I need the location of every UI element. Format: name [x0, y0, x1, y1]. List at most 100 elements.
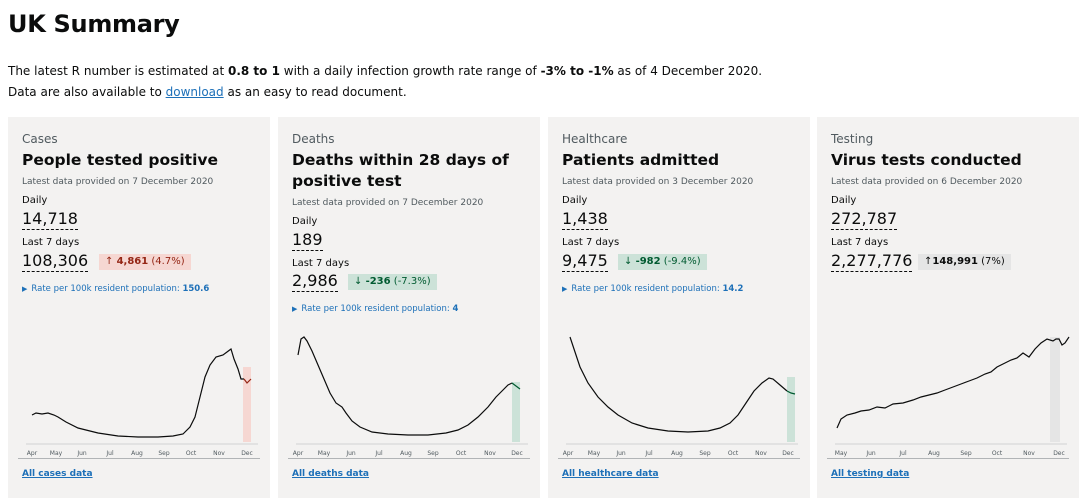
download-note: Data are also available to download as a…: [8, 85, 407, 99]
tick-aug: Aug: [671, 450, 683, 457]
week-label: Last 7 days: [562, 237, 620, 248]
triangle-right-icon: ▶: [292, 305, 298, 313]
card-divider: [558, 458, 800, 459]
tick-nov: Nov: [755, 450, 767, 457]
tick-jul: Jul: [105, 450, 114, 457]
card-category: Testing: [831, 132, 874, 146]
card-divider: [18, 458, 260, 459]
all-testing-data-link[interactable]: All testing data: [831, 469, 910, 479]
card-divider: [288, 458, 530, 459]
tick-jul: Jul: [374, 450, 383, 457]
latest-data-note: Latest data provided on 3 December 2020: [562, 177, 754, 187]
arrow-down-icon: ↓: [624, 256, 633, 267]
arrow-down-icon: ↓: [354, 276, 363, 287]
week-value[interactable]: 2,277,776: [831, 251, 913, 272]
intro-text: The latest R number is estimated at 0.8 …: [8, 61, 762, 103]
daily-label: Daily: [22, 195, 48, 206]
healthcare-latest-line: [786, 390, 796, 395]
change-badge: ↓ -982 (-9.4%): [618, 254, 707, 270]
card-deaths: Deaths Deaths within 28 days of positive…: [278, 117, 540, 498]
tick-nov: Nov: [1023, 450, 1035, 457]
tick-jun: Jun: [865, 450, 876, 457]
tick-jul: Jul: [898, 450, 907, 457]
week-value[interactable]: 9,475: [562, 251, 608, 272]
rate-disclosure[interactable]: ▶ Rate per 100k resident population: 4: [292, 304, 459, 314]
deaths-sparkline-chart: Apr May Jun Jul Aug Sep Oct Nov Dec: [293, 336, 528, 457]
page-title: UK Summary: [8, 10, 180, 38]
daily-label: Daily: [292, 216, 318, 227]
month-ticks: Apr May Jun Jul Aug Sep Oct Nov Dec: [27, 450, 253, 457]
month-ticks: Apr May Jun Jul Aug Sep Oct Nov Dec: [293, 450, 523, 457]
card-category: Healthcare: [562, 132, 628, 146]
card-category: Cases: [22, 132, 58, 146]
arrow-up-icon: ↑: [924, 256, 933, 267]
tick-may: May: [588, 450, 601, 457]
tick-may: May: [50, 450, 63, 457]
tick-aug: Aug: [928, 450, 940, 457]
card-title: People tested positive: [22, 151, 219, 169]
tick-dec: Dec: [782, 450, 794, 457]
tick-sep: Sep: [699, 450, 711, 457]
testing-sparkline-chart: May Jun Jul Aug Sep Oct Nov Dec: [835, 336, 1070, 457]
all-deaths-data-link[interactable]: All deaths data: [292, 469, 369, 479]
tick-may: May: [835, 450, 848, 457]
rate-disclosure[interactable]: ▶ Rate per 100k resident population: 14.2: [562, 284, 744, 294]
tick-jun: Jun: [345, 450, 356, 457]
tick-sep: Sep: [158, 450, 170, 457]
healthcare-sparkline-chart: Apr May Jun Jul Aug Sep Oct Nov Dec: [563, 336, 798, 457]
rate-disclosure[interactable]: ▶ Rate per 100k resident population: 150.…: [22, 284, 210, 294]
tick-oct: Oct: [728, 450, 739, 457]
month-ticks: May Jun Jul Aug Sep Oct Nov Dec: [835, 450, 1065, 457]
arrow-up-icon: ↑: [105, 256, 114, 267]
change-badge: ↓ -236 (-7.3%): [348, 274, 437, 290]
month-ticks: Apr May Jun Jul Aug Sep Oct Nov Dec: [563, 450, 794, 457]
daily-label: Daily: [562, 195, 588, 206]
tick-aug: Aug: [131, 450, 143, 457]
tick-may: May: [318, 450, 331, 457]
daily-value[interactable]: 14,718: [22, 209, 78, 230]
cases-sparkline-chart: Apr May Jun Jul Aug Sep Oct Nov Dec: [26, 348, 258, 457]
tick-nov: Nov: [213, 450, 225, 457]
all-cases-data-link[interactable]: All cases data: [22, 469, 93, 479]
tick-sep: Sep: [960, 450, 972, 457]
daily-value[interactable]: 1,438: [562, 209, 608, 230]
r-number-summary: The latest R number is estimated at 0.8 …: [8, 64, 763, 78]
daily-label: Daily: [831, 195, 857, 206]
card-testing: Testing Virus tests conducted Latest dat…: [817, 117, 1079, 498]
week-label: Last 7 days: [831, 237, 889, 248]
week-label: Last 7 days: [292, 258, 350, 269]
week-value[interactable]: 2,986: [292, 271, 338, 292]
healthcare-trend-line: [569, 336, 788, 433]
tick-jul: Jul: [644, 450, 653, 457]
tick-oct: Oct: [456, 450, 467, 457]
card-cases: Cases People tested positive Latest data…: [8, 117, 270, 498]
download-link[interactable]: download: [165, 85, 224, 99]
cases-trend-line: [31, 348, 244, 438]
latest-data-note: Latest data provided on 6 December 2020: [831, 177, 1023, 187]
deaths-latest-line: [511, 382, 521, 390]
tick-sep: Sep: [427, 450, 439, 457]
card-title: Patients admitted: [562, 151, 720, 169]
tick-oct: Oct: [186, 450, 197, 457]
tick-dec: Dec: [1053, 450, 1065, 457]
week-value[interactable]: 108,306: [22, 251, 89, 272]
daily-value[interactable]: 272,787: [831, 209, 898, 230]
tick-oct: Oct: [992, 450, 1003, 457]
tick-jun: Jun: [76, 450, 87, 457]
all-healthcare-data-link[interactable]: All healthcare data: [562, 469, 659, 479]
recent-period-highlight: [787, 377, 795, 442]
tick-dec: Dec: [241, 450, 253, 457]
triangle-right-icon: ▶: [562, 285, 568, 293]
tick-apr: Apr: [27, 450, 38, 457]
triangle-right-icon: ▶: [22, 285, 28, 293]
latest-data-note: Latest data provided on 7 December 2020: [292, 198, 484, 208]
testing-trend-line: [836, 336, 1070, 429]
tick-aug: Aug: [400, 450, 412, 457]
latest-data-note: Latest data provided on 7 December 2020: [22, 177, 214, 187]
daily-value[interactable]: 189: [292, 230, 323, 251]
deaths-trend-line: [297, 336, 513, 436]
tick-dec: Dec: [511, 450, 523, 457]
tick-apr: Apr: [563, 450, 574, 457]
growth-range: -3% to -1%: [540, 64, 614, 78]
r-range: 0.8 to 1: [228, 64, 280, 78]
